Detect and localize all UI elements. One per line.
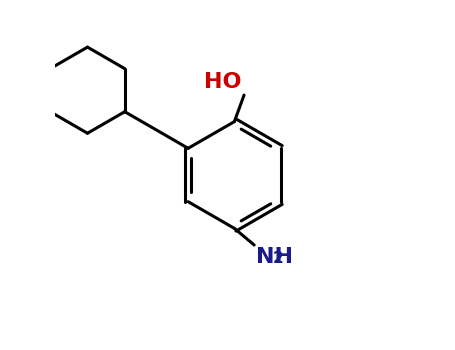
Text: HO: HO: [204, 72, 241, 92]
Text: NH: NH: [256, 247, 293, 267]
Text: 2: 2: [273, 251, 283, 266]
